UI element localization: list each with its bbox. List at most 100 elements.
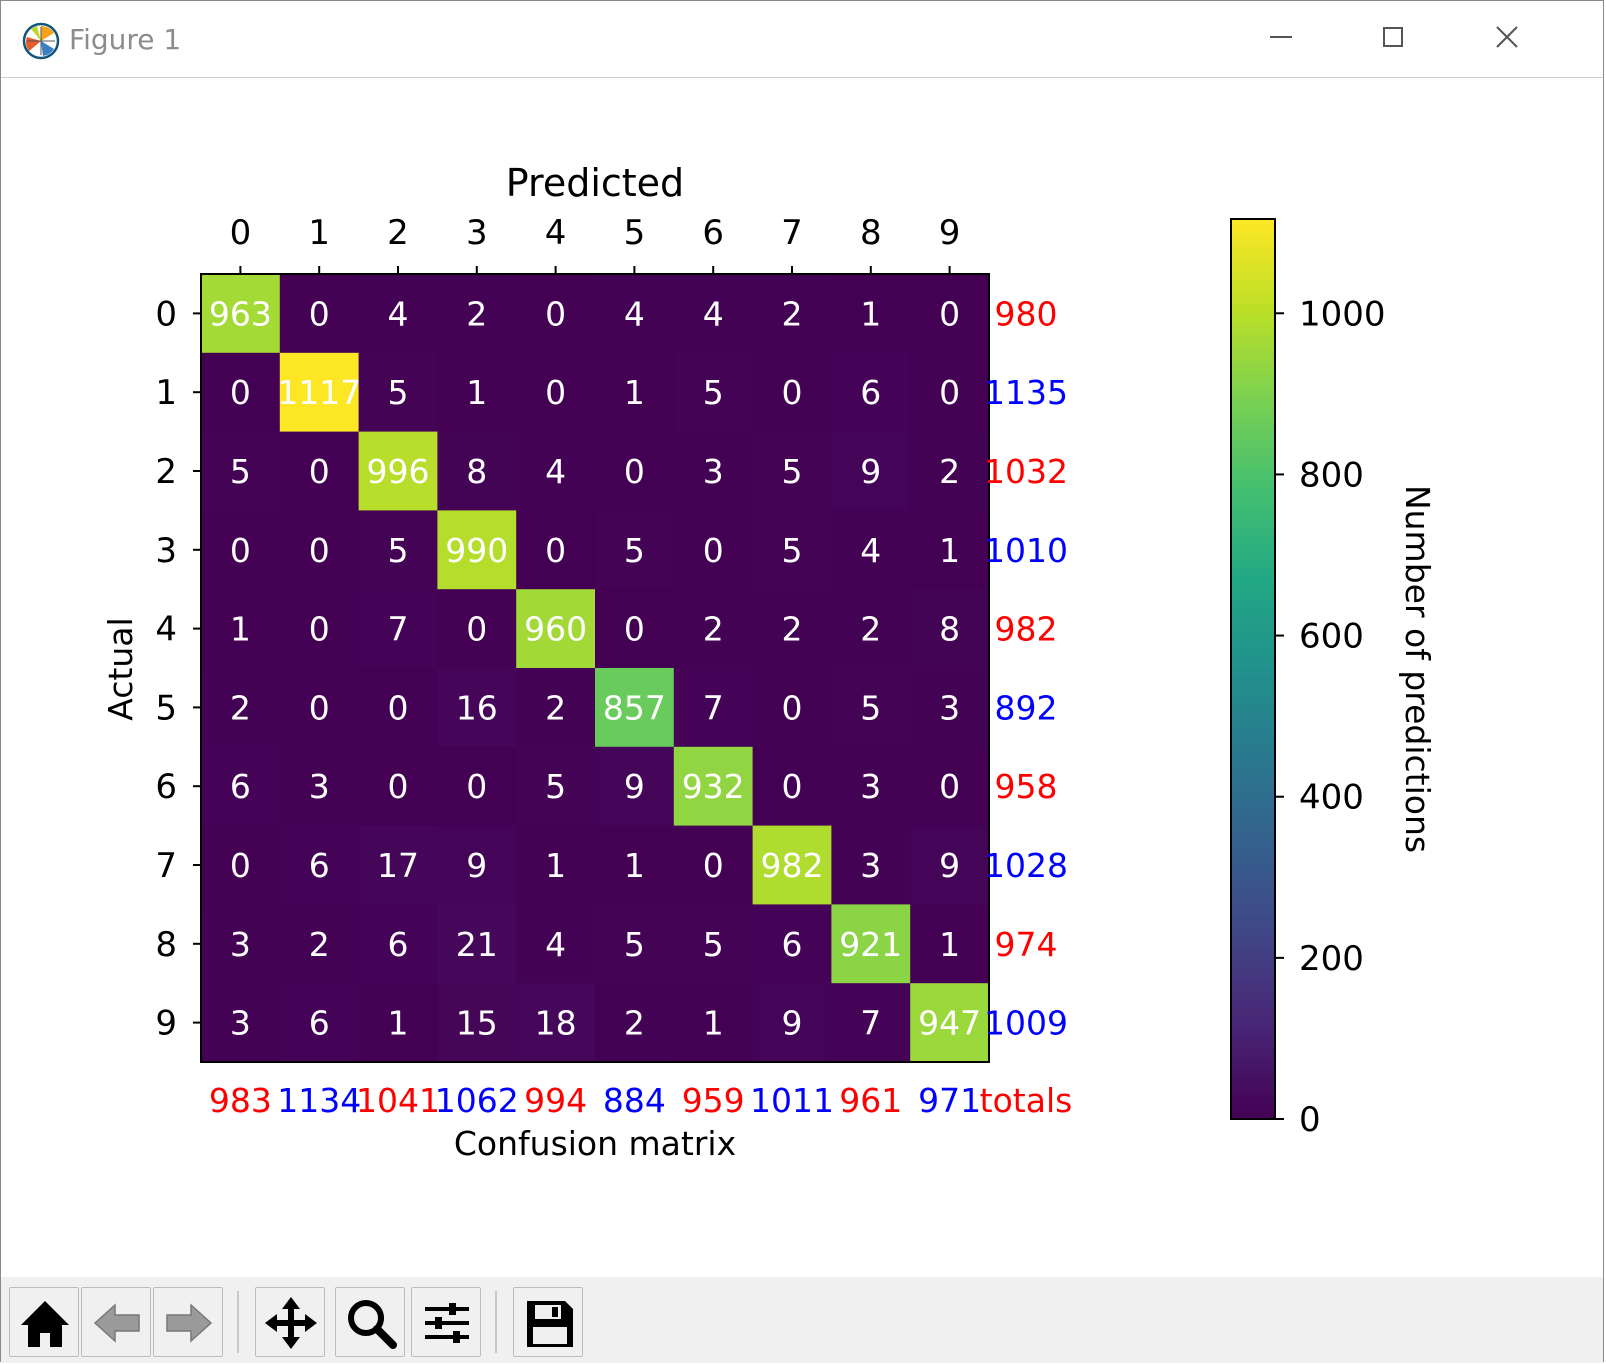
cell-value-label: 8 <box>466 452 487 491</box>
colorbar-tick-label: 200 <box>1299 939 1364 979</box>
pan-button[interactable] <box>255 1287 325 1357</box>
heatmap-cell <box>595 589 675 669</box>
heatmap-cell <box>910 904 990 984</box>
cell-value-label: 6 <box>860 373 881 412</box>
cell-value-label: 5 <box>624 925 645 964</box>
heatmap-cell <box>516 668 596 748</box>
heatmap-cell <box>595 904 675 984</box>
back-arrow-icon <box>93 1303 140 1343</box>
cell-value-label: 0 <box>624 452 645 491</box>
heatmap-cell <box>673 431 754 511</box>
cell-value-label: 0 <box>939 294 960 333</box>
heatmap-cell <box>910 431 990 511</box>
heatmap-cell <box>201 825 281 905</box>
zoom-button[interactable] <box>335 1287 405 1357</box>
heatmap-cell <box>910 274 990 354</box>
forward-button[interactable] <box>153 1287 223 1357</box>
cell-value-label: 0 <box>782 373 803 412</box>
cell-value-label: 1 <box>388 1004 409 1043</box>
figure-canvas[interactable]: Predicted 963 0 4 2 0 4 4 2 1 0 0 1117 5 1 0 1 5 0 6 0 5 0 996… <box>3 79 1603 1279</box>
heatmap-cell <box>595 510 675 590</box>
heatmap-cell <box>279 668 360 748</box>
x-axis-label: Confusion matrix <box>454 1124 736 1163</box>
heatmap-cell <box>279 825 360 905</box>
cell-value-label: 963 <box>209 294 272 333</box>
heatmap-cell <box>595 352 675 433</box>
x-tick-label: 5 <box>624 213 646 253</box>
row-total-label: 892 <box>995 688 1058 727</box>
heatmap-cell <box>201 274 281 354</box>
cell-value-label: 982 <box>761 846 824 885</box>
cell-value-label: 6 <box>388 925 409 964</box>
back-button[interactable] <box>81 1287 151 1357</box>
heatmap-cell <box>201 431 281 511</box>
heatmap-cell <box>279 274 360 354</box>
x-tick-label: 8 <box>860 213 882 253</box>
close-icon <box>1496 26 1518 48</box>
heatmap-cell <box>752 668 832 748</box>
row-total-label: 1028 <box>984 846 1068 885</box>
x-tick-label: 3 <box>466 213 488 253</box>
minimize-button[interactable] <box>1251 15 1311 63</box>
y-axis-ticks: 0 1 2 3 4 5 6 7 8 9 <box>155 294 201 1044</box>
heatmap-cell <box>831 589 911 669</box>
x-axis-ticks: 0 1 2 3 4 5 6 7 8 9 <box>230 213 960 274</box>
heatmap-cell <box>831 668 911 748</box>
y-tick-label: 5 <box>155 688 177 728</box>
cell-value-label: 0 <box>466 610 487 649</box>
cell-value-label: 6 <box>230 767 251 806</box>
heatmap-cell <box>752 904 832 984</box>
cell-value-label: 8 <box>939 610 960 649</box>
save-button[interactable] <box>513 1287 583 1357</box>
close-button[interactable] <box>1477 15 1537 63</box>
row-total-label: 974 <box>995 925 1058 964</box>
heatmap-cell <box>516 825 596 905</box>
heatmap-cell <box>201 746 281 827</box>
heatmap-cell <box>595 431 675 511</box>
heatmap-cell <box>752 983 832 1063</box>
y-tick-label: 7 <box>155 846 177 886</box>
title-bar[interactable]: Figure 1 <box>1 1 1603 78</box>
y-tick-label: 3 <box>155 531 177 571</box>
cell-value-label: 0 <box>230 531 251 570</box>
cell-value-label: 7 <box>703 688 724 727</box>
cell-value-label: 0 <box>782 688 803 727</box>
window-title: Figure 1 <box>69 23 182 56</box>
cell-value-label: 0 <box>309 688 330 727</box>
configure-subplots-button[interactable] <box>411 1287 481 1357</box>
heatmap-cell <box>752 746 832 827</box>
cell-value-label: 1 <box>939 531 960 570</box>
maximize-button[interactable] <box>1363 15 1423 63</box>
cell-value-label: 5 <box>230 452 251 491</box>
heatmap-cell <box>831 431 911 511</box>
cell-value-label: 5 <box>782 452 803 491</box>
cell-value-label: 0 <box>939 373 960 412</box>
heatmap-cell <box>437 746 517 827</box>
cell-value-label: 1 <box>230 610 251 649</box>
cell-value-label: 2 <box>703 610 724 649</box>
cell-value-label: 2 <box>782 294 803 333</box>
colorbar-tick-label: 1000 <box>1299 294 1386 334</box>
cell-value-label: 9 <box>624 767 645 806</box>
heatmap-cell <box>595 825 675 905</box>
heatmap-cell <box>358 352 438 433</box>
cell-value-label: 921 <box>839 925 902 964</box>
heatmap-cell <box>437 510 517 590</box>
minimize-icon <box>1270 36 1292 38</box>
cell-value-label: 932 <box>682 767 745 806</box>
cell-value-label: 0 <box>466 767 487 806</box>
colorbar-tick-label: 800 <box>1299 455 1364 495</box>
heatmap-cell <box>910 746 990 827</box>
heatmap-cells <box>201 274 990 1063</box>
heatmap-cell <box>358 589 438 669</box>
heatmap-cell <box>437 668 517 748</box>
colorbar-tick-label: 600 <box>1299 617 1364 657</box>
home-button[interactable] <box>9 1287 79 1357</box>
cell-value-label: 0 <box>703 531 724 570</box>
heatmap-cell <box>279 510 360 590</box>
heatmap-cell <box>831 274 911 354</box>
cell-value-label: 3 <box>230 1004 251 1043</box>
heatmap-cell <box>516 431 596 511</box>
heatmap-cell <box>358 668 438 748</box>
heatmap-cell <box>910 668 990 748</box>
